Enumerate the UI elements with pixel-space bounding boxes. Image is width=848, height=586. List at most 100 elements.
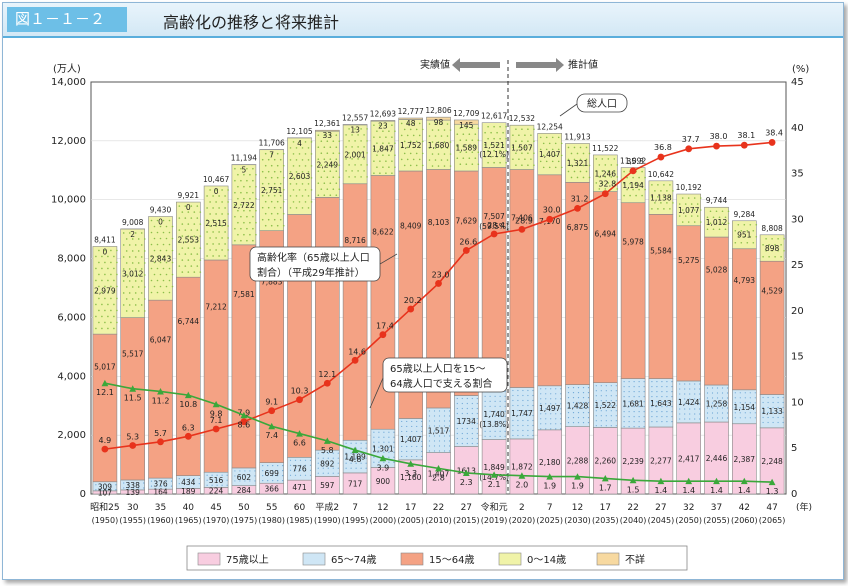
support-ratio-label: 7.4 bbox=[265, 431, 278, 440]
bar-pattern-dot bbox=[406, 450, 408, 453]
bar-pattern-dot bbox=[101, 255, 103, 258]
bar-pattern-dot bbox=[355, 442, 357, 444]
bar-pattern-dot bbox=[171, 285, 174, 288]
label-75-over: 717 bbox=[348, 479, 363, 488]
bar-pattern-dot bbox=[555, 403, 557, 405]
bar-pattern-dot bbox=[421, 140, 424, 143]
aging-rate-label: 30.0 bbox=[543, 205, 561, 214]
bar-pattern-dot bbox=[628, 416, 630, 418]
bar-pattern-dot bbox=[388, 441, 390, 443]
bar-pattern-dot bbox=[739, 402, 741, 404]
bar-pattern-dot bbox=[605, 390, 607, 392]
bar-pattern-dot bbox=[216, 474, 218, 476]
y-left-tick-label: 8,000 bbox=[57, 254, 86, 265]
bar-pattern-dot bbox=[448, 420, 451, 422]
bar-pattern-dot bbox=[721, 412, 724, 414]
bar-pattern-dot bbox=[406, 134, 409, 137]
bar-pattern-dot bbox=[651, 381, 653, 383]
bar-pattern-dot bbox=[610, 425, 612, 427]
bar-pattern-dot bbox=[400, 146, 403, 149]
bar-pattern-dot bbox=[304, 459, 307, 461]
label-65-74: 1,133 bbox=[761, 407, 783, 416]
bar-pattern-dot bbox=[560, 418, 562, 420]
label-unknown: 23 bbox=[378, 121, 388, 130]
bar-pattern-dot bbox=[711, 392, 714, 394]
bar-pattern-dot bbox=[276, 164, 279, 167]
bar-pattern-dot bbox=[542, 154, 545, 157]
support-ratio-point bbox=[351, 446, 359, 454]
bar-pattern-dot bbox=[522, 424, 524, 427]
bar-pattern-dot bbox=[137, 310, 140, 312]
bar-pattern-dot bbox=[476, 407, 478, 410]
bar-pattern-dot bbox=[465, 127, 468, 130]
bar-pattern-dot bbox=[351, 134, 353, 136]
bar-pattern-dot bbox=[345, 452, 347, 454]
bar-pattern-dot bbox=[267, 158, 270, 161]
bar-pattern-dot bbox=[461, 427, 463, 430]
x-year-label: (1965) bbox=[175, 516, 202, 525]
bar-pattern-dot bbox=[159, 237, 162, 240]
bar-pattern-dot bbox=[512, 434, 514, 437]
bar-pattern-dot bbox=[434, 159, 437, 161]
bar-pattern-dot bbox=[298, 189, 301, 191]
bar-pattern-dot bbox=[577, 387, 580, 389]
bar-pattern-dot bbox=[224, 231, 226, 233]
label-total: 11,092 bbox=[620, 157, 646, 166]
bar-pattern-dot bbox=[421, 440, 423, 443]
aging-rate-label: 9.1 bbox=[265, 398, 278, 407]
bar-pattern-dot bbox=[187, 235, 190, 237]
support-ratio-label: 6.6 bbox=[293, 439, 306, 448]
bar-pattern-dot bbox=[615, 410, 617, 412]
label-total: 12,617 bbox=[481, 112, 507, 121]
x-year-label: (2025) bbox=[536, 516, 563, 525]
label-unknown: 5 bbox=[242, 166, 247, 175]
y-right-tick-label: 45 bbox=[791, 77, 804, 88]
bar-pattern-dot bbox=[512, 429, 514, 432]
bar-pattern-dot bbox=[456, 402, 458, 405]
label-75-over: 471 bbox=[292, 483, 307, 492]
bar-pattern-dot bbox=[134, 244, 137, 246]
bar-pattern-dot bbox=[240, 191, 242, 194]
bar-pattern-dot bbox=[329, 134, 332, 137]
bar-pattern-dot bbox=[416, 445, 418, 448]
bar-pattern-dot bbox=[261, 182, 264, 185]
bar-pattern-dot bbox=[532, 399, 534, 402]
bar-pattern-dot bbox=[428, 430, 431, 432]
bar-pattern-dot bbox=[304, 474, 307, 476]
bar-pattern-dot bbox=[178, 478, 180, 480]
bar-pattern-dot bbox=[633, 396, 635, 398]
bar-pattern-dot bbox=[401, 440, 403, 443]
bar-pattern-dot bbox=[466, 407, 468, 410]
bar-pattern-dot bbox=[193, 271, 196, 273]
bar-pattern-dot bbox=[493, 149, 495, 152]
bar-pattern-dot bbox=[721, 210, 724, 213]
bar-pattern-dot bbox=[178, 241, 181, 243]
bar-pattern-dot bbox=[567, 402, 570, 404]
bar-pattern-dot bbox=[721, 417, 724, 419]
aging-rate-label: 17.4 bbox=[376, 322, 394, 331]
bar-pattern-dot bbox=[489, 400, 491, 402]
label-75-over: 224 bbox=[209, 487, 224, 496]
bar-pattern-dot bbox=[255, 209, 257, 212]
bar-pattern-dot bbox=[110, 285, 112, 288]
bar-pattern-dot bbox=[360, 442, 362, 444]
bar-pattern-dot bbox=[354, 176, 356, 178]
bar-pattern-dot bbox=[567, 407, 570, 409]
bar-pattern-dot bbox=[421, 430, 423, 433]
bar-pattern-dot bbox=[240, 203, 242, 206]
bar-pattern-dot bbox=[295, 159, 298, 161]
bar-pattern-dot bbox=[587, 412, 590, 414]
bar-pattern-dot bbox=[687, 221, 690, 223]
bar-pattern-dot bbox=[465, 163, 468, 166]
bar-pattern-dot bbox=[168, 279, 171, 282]
bar-pattern-dot bbox=[143, 274, 146, 276]
x-year-label: (1990) bbox=[314, 516, 341, 525]
bar-pattern-dot bbox=[440, 123, 443, 125]
bar-pattern-dot bbox=[610, 164, 613, 166]
support-ratio-point bbox=[157, 388, 164, 395]
bar-pattern-dot bbox=[101, 327, 103, 330]
bar-pattern-dot bbox=[376, 166, 378, 168]
bar-pattern-dot bbox=[601, 170, 604, 172]
bar-pattern-dot bbox=[504, 415, 506, 417]
aging-rate-label: 28.9 bbox=[515, 216, 533, 225]
